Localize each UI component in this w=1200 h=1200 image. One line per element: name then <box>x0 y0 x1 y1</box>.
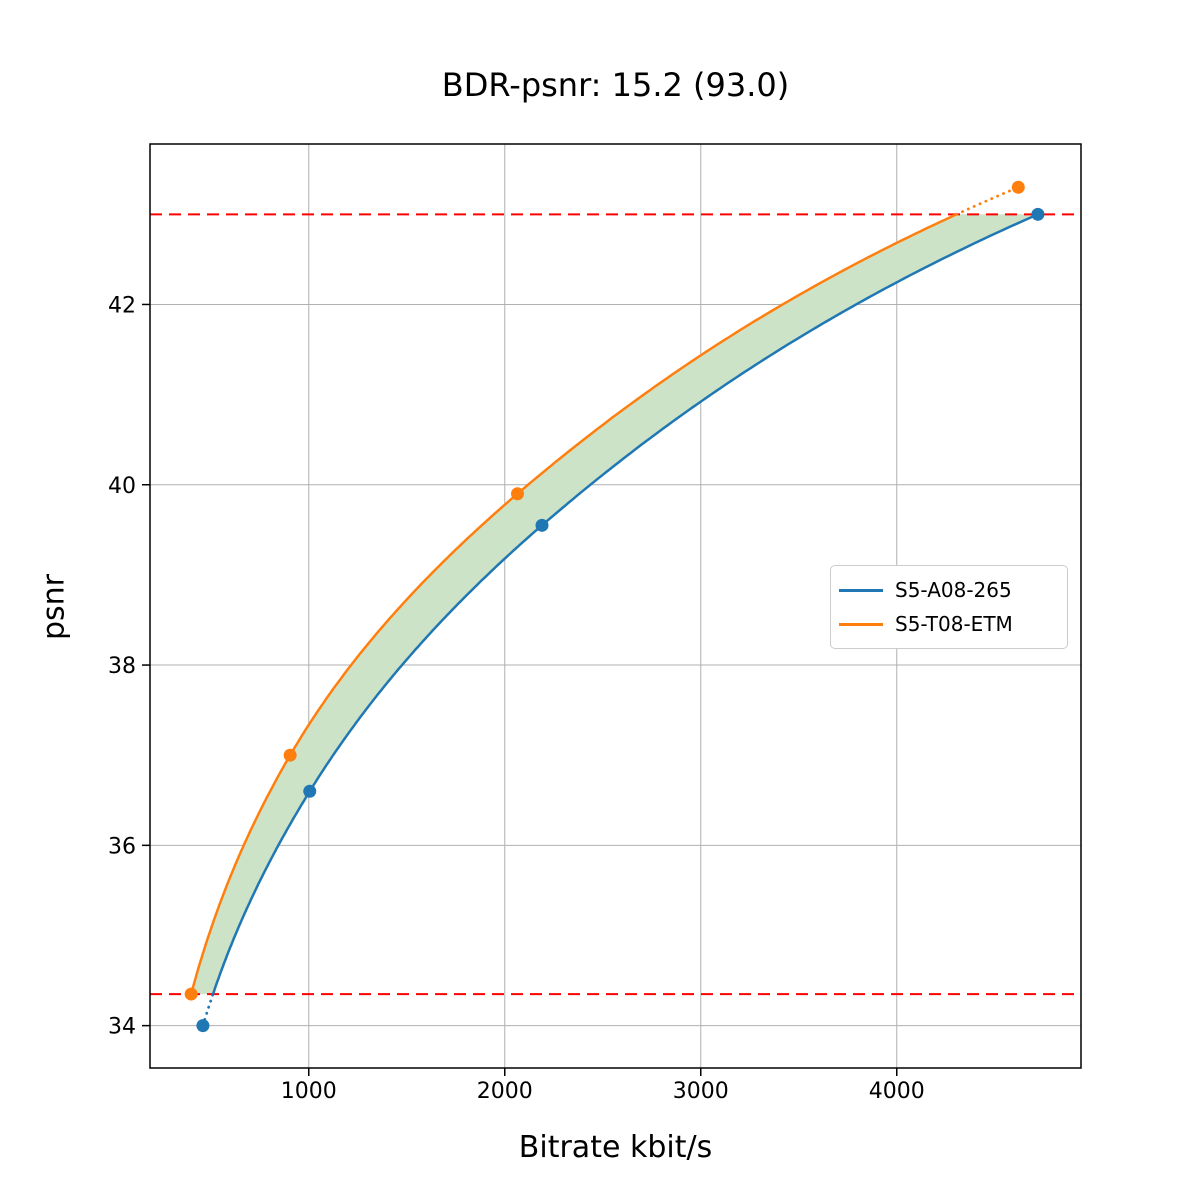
x-tick-label: 2000 <box>477 1079 533 1104</box>
legend-label: S5-A08-265 <box>895 578 1012 602</box>
y-tick-label: 42 <box>108 293 136 318</box>
x-tick-label: 4000 <box>869 1079 925 1104</box>
data-point-S5-A08-265 <box>1031 207 1045 221</box>
data-point-S5-A08-265 <box>303 784 317 798</box>
y-axis-label: psnr <box>36 573 72 641</box>
chart-title: BDR-psnr: 15.2 (93.0) <box>441 66 790 104</box>
axes-border <box>149 143 1082 1069</box>
legend-entry: S5-A08-265 <box>839 578 1059 602</box>
legend-label: S5-T08-ETM <box>895 612 1013 636</box>
data-point-S5-A08-265 <box>535 518 549 532</box>
y-tick-label: 38 <box>108 654 136 679</box>
legend-line-sample <box>839 588 883 592</box>
data-point-S5-T08-ETM <box>511 487 524 501</box>
series-line-S5-A08-265 <box>211 213 1039 995</box>
y-tick-label: 34 <box>108 1015 136 1040</box>
series-dotted-S5-T08-ETM <box>955 185 1020 216</box>
y-tick-label: 36 <box>108 834 136 859</box>
x-axis-label: Bitrate kbit/s <box>518 1130 713 1165</box>
data-point-S5-T08-ETM <box>283 748 297 762</box>
y-tick-label: 40 <box>108 474 136 499</box>
legend-line-sample <box>839 622 883 626</box>
data-point-S5-A08-265 <box>196 1019 210 1033</box>
data-point-S5-T08-ETM <box>184 987 198 1001</box>
x-tick-label: 1000 <box>281 1079 337 1104</box>
series-line-S5-T08-ETM <box>189 213 958 995</box>
x-tick-label: 3000 <box>673 1079 729 1104</box>
data-point-S5-T08-ETM <box>1011 180 1025 194</box>
legend-entry: S5-T08-ETM <box>839 612 1059 636</box>
legend: S5-A08-265 S5-T08-ETM <box>830 565 1068 649</box>
